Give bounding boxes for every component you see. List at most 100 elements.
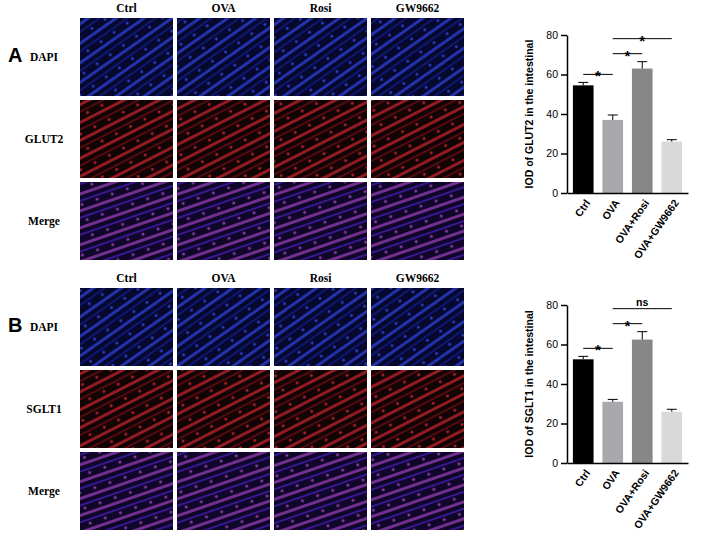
significance-label: * — [639, 32, 645, 49]
row-label: DAPI — [30, 51, 59, 63]
tick-mark — [561, 193, 567, 195]
bar — [661, 142, 682, 193]
error-bar — [667, 140, 677, 142]
micrograph — [80, 452, 173, 530]
tick-label: 60 — [546, 68, 558, 80]
axis-title: IOD of GLUT2 in the intestinal — [523, 40, 535, 189]
error-bar-cap — [637, 331, 647, 332]
tick: 60 — [546, 68, 567, 80]
panel-letter: A — [8, 44, 22, 66]
bar — [632, 340, 653, 463]
error-bar-cap — [667, 139, 677, 140]
micrograph — [371, 452, 464, 530]
tick: 20 — [546, 147, 567, 159]
micrograph — [371, 370, 464, 448]
tick-label: 40 — [546, 108, 558, 120]
significance-label: * — [625, 47, 631, 64]
micrograph — [371, 18, 464, 96]
tick: OVA+GW9662 — [631, 193, 681, 261]
bar — [602, 402, 623, 463]
error-bar — [608, 399, 618, 401]
error-bar — [637, 332, 647, 340]
micrograph — [274, 18, 367, 96]
tick: 0 — [552, 457, 567, 469]
error-bar-stem — [612, 115, 613, 120]
micrograph — [80, 370, 173, 448]
significance-bracket — [613, 308, 672, 309]
bar-chart: 020406080CtrlOVAOVA+RosiOVA+GW9662IOD of… — [523, 296, 689, 531]
tick: 20 — [546, 417, 567, 429]
y-axis: 0 20 40 60 80 — [546, 299, 567, 469]
bar — [632, 69, 653, 193]
micrograph — [177, 100, 270, 178]
tick-label: 80 — [546, 299, 558, 311]
significance-label: ns — [636, 296, 648, 308]
tick: OVA — [599, 193, 622, 222]
tick-mark — [561, 305, 567, 307]
micrograph — [177, 452, 270, 530]
column-header: Ctrl — [116, 2, 136, 14]
tick-mark — [561, 153, 567, 155]
tick-label: OVA — [599, 197, 622, 222]
plot-area — [573, 62, 682, 193]
tick: OVA — [599, 463, 622, 492]
bar — [573, 359, 594, 463]
tick-mark — [561, 344, 567, 346]
plot-area — [573, 332, 682, 463]
axis-line — [568, 193, 689, 195]
tick: 80 — [546, 29, 567, 41]
micrograph — [177, 18, 270, 96]
error-bar-cap — [608, 399, 618, 400]
tick-label: 0 — [552, 187, 558, 199]
micrograph — [371, 182, 464, 260]
tick-label: OVA+GW9662 — [631, 197, 681, 261]
axis-line — [568, 463, 689, 465]
tick-label: 40 — [546, 378, 558, 390]
column-header: OVA — [211, 2, 236, 14]
column-header: OVA — [211, 272, 236, 284]
panel-letter: B — [8, 314, 22, 336]
bar — [602, 120, 623, 193]
micrograph — [80, 18, 173, 96]
micrograph — [177, 370, 270, 448]
tick: Ctrl — [572, 463, 592, 489]
error-bar — [637, 62, 647, 69]
tick: OVA+GW9662 — [631, 463, 681, 531]
micrograph — [177, 182, 270, 260]
tick-mark — [561, 74, 567, 76]
panel: BCtrlOVARosiGW9662DAPISGLT1Merge — [8, 272, 464, 530]
significance-label: * — [595, 67, 601, 84]
micrograph — [274, 288, 367, 366]
micrograph — [371, 100, 464, 178]
tick-mark — [561, 114, 567, 116]
micrograph — [274, 452, 367, 530]
tick: Ctrl — [572, 193, 592, 219]
tick-label: 60 — [546, 338, 558, 350]
error-bar-cap — [578, 356, 588, 357]
tick: 40 — [546, 108, 567, 120]
tick: 0 — [552, 187, 567, 199]
tick: 40 — [546, 378, 567, 390]
tick-label: 80 — [546, 29, 558, 41]
error-bar-cap — [667, 409, 677, 410]
row-label: DAPI — [30, 321, 59, 333]
micrograph — [371, 288, 464, 366]
column-header: Rosi — [310, 2, 333, 14]
row-label: Merge — [28, 215, 60, 228]
bar-chart: 020406080CtrlOVAOVA+RosiOVA+GW9662IOD of… — [523, 29, 689, 261]
error-bar-cap — [637, 61, 647, 62]
error-bar-cap — [608, 114, 618, 115]
micrograph — [80, 100, 173, 178]
tick-mark — [561, 423, 567, 425]
tick-label: 20 — [546, 417, 558, 429]
micrograph — [80, 182, 173, 260]
error-bar-cap — [578, 82, 588, 83]
significance-label: * — [625, 317, 631, 334]
tick-label: OVA+GW9662 — [631, 467, 681, 531]
bar — [661, 412, 682, 463]
significance-label: * — [595, 341, 601, 358]
column-header: Rosi — [310, 272, 333, 284]
micrograph — [274, 370, 367, 448]
micrograph — [274, 100, 367, 178]
tick-label: Ctrl — [572, 197, 592, 219]
